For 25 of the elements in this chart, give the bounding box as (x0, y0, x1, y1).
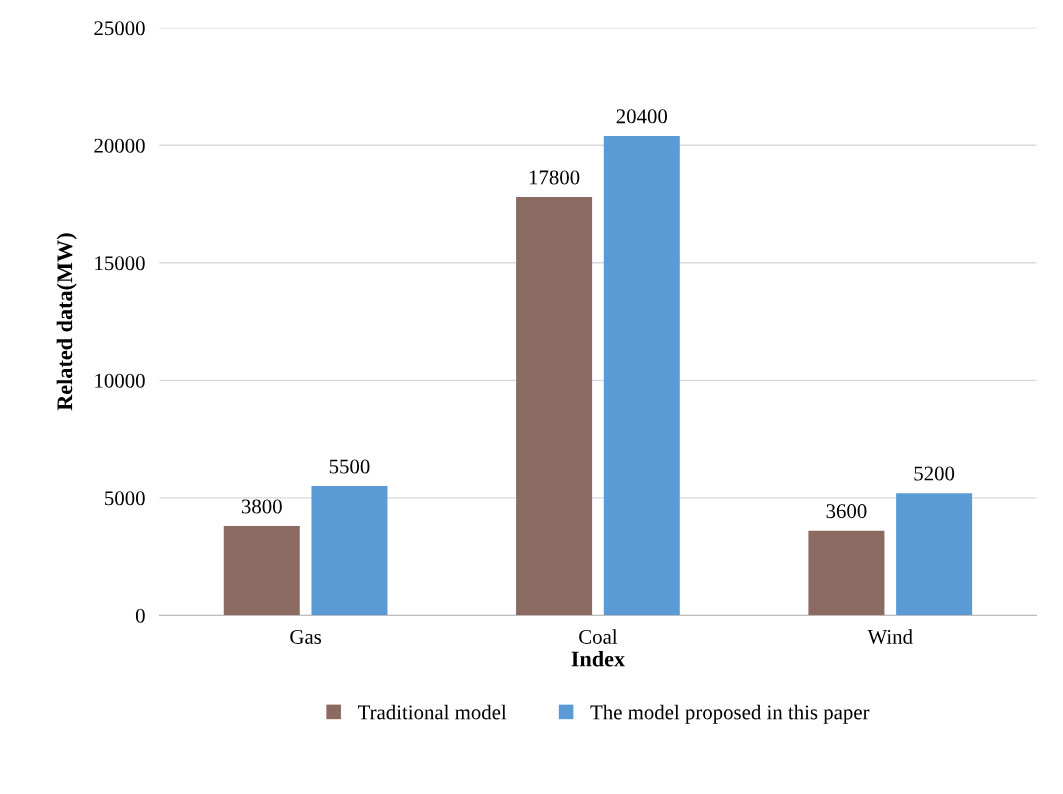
bar (223, 526, 300, 616)
x-axis-title: Index (571, 650, 625, 667)
data-label: 5500 (329, 459, 370, 474)
x-tick-label: Coal (579, 629, 618, 644)
bar (516, 197, 593, 616)
bar (896, 493, 973, 616)
y-tick-label: 25000 (94, 21, 145, 36)
y-tick-label: 5000 (105, 491, 145, 506)
data-label: 5200 (914, 466, 955, 481)
y-tick-label: 20000 (94, 138, 145, 153)
bar (311, 486, 388, 616)
data-label: 20400 (616, 109, 668, 124)
legend-label: Traditional model (357, 704, 507, 720)
legend-label: The model proposed in this paper (590, 704, 870, 724)
data-label: 17800 (529, 170, 580, 185)
bar (603, 135, 680, 616)
data-label: 3600 (826, 504, 867, 519)
y-tick-label: 10000 (95, 373, 145, 388)
data-label: 3800 (241, 499, 282, 514)
bar (808, 530, 885, 616)
y-axis-title: Related data(MW) (56, 233, 77, 411)
x-tick-label: Wind (867, 629, 913, 645)
y-tick-label: 0 (135, 608, 145, 623)
y-tick-label: 15000 (95, 256, 145, 271)
x-tick-label: Gas (290, 629, 322, 644)
